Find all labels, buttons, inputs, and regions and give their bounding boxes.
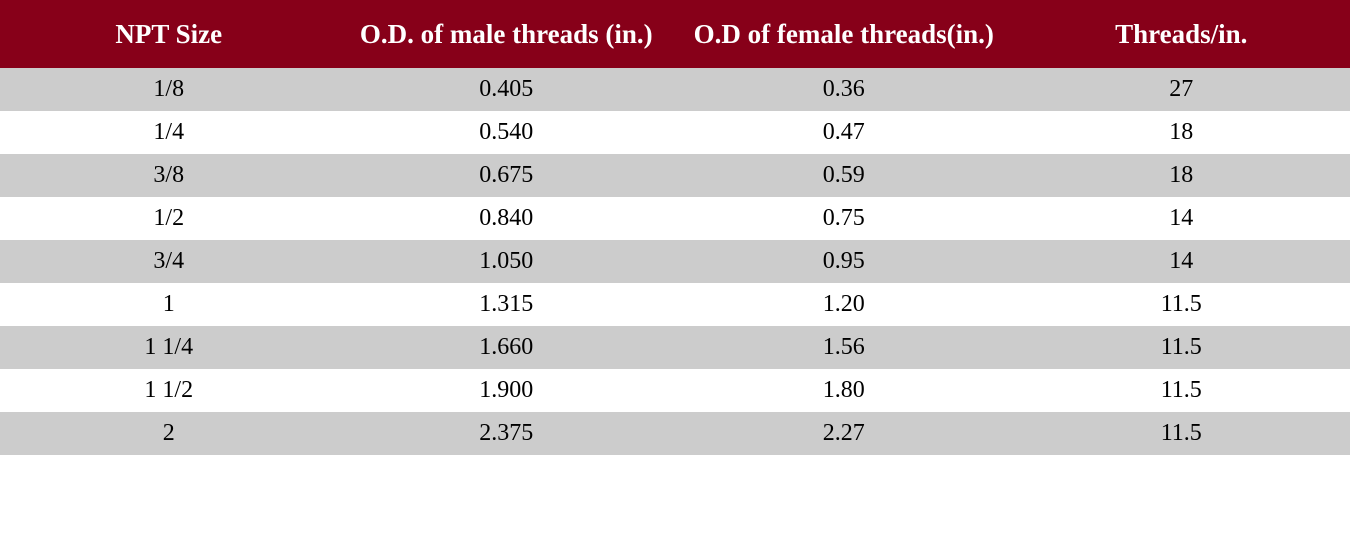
table-row: 3/4 1.050 0.95 14 xyxy=(0,240,1350,283)
table-row: 2 2.375 2.27 11.5 xyxy=(0,412,1350,455)
table-header: NPT Size O.D. of male threads (in.) O.D … xyxy=(0,0,1350,68)
npt-size-table: NPT Size O.D. of male threads (in.) O.D … xyxy=(0,0,1350,455)
cell-npt-size: 1/2 xyxy=(0,197,338,240)
cell-threads: 18 xyxy=(1013,111,1350,154)
cell-od-female: 0.95 xyxy=(675,240,1013,283)
table-row: 1/8 0.405 0.36 27 xyxy=(0,68,1350,111)
cell-threads: 18 xyxy=(1013,154,1350,197)
cell-threads: 27 xyxy=(1013,68,1350,111)
table-row: 1 1.315 1.20 11.5 xyxy=(0,283,1350,326)
cell-od-female: 0.47 xyxy=(675,111,1013,154)
table-row: 1 1/2 1.900 1.80 11.5 xyxy=(0,369,1350,412)
col-header-threads-per-in: Threads/in. xyxy=(1013,0,1350,68)
cell-npt-size: 1 xyxy=(0,283,338,326)
cell-od-female: 1.80 xyxy=(675,369,1013,412)
cell-npt-size: 1/4 xyxy=(0,111,338,154)
col-header-od-female: O.D of female threads(in.) xyxy=(675,0,1013,68)
cell-od-female: 1.20 xyxy=(675,283,1013,326)
cell-od-female: 2.27 xyxy=(675,412,1013,455)
cell-od-male: 0.840 xyxy=(338,197,676,240)
cell-threads: 11.5 xyxy=(1013,283,1350,326)
cell-threads: 14 xyxy=(1013,240,1350,283)
col-header-npt-size: NPT Size xyxy=(0,0,338,68)
cell-npt-size: 3/4 xyxy=(0,240,338,283)
cell-od-male: 1.900 xyxy=(338,369,676,412)
cell-npt-size: 1 1/2 xyxy=(0,369,338,412)
col-header-od-male: O.D. of male threads (in.) xyxy=(338,0,676,68)
cell-npt-size: 1 1/4 xyxy=(0,326,338,369)
cell-od-male: 1.050 xyxy=(338,240,676,283)
cell-npt-size: 2 xyxy=(0,412,338,455)
table-body: 1/8 0.405 0.36 27 1/4 0.540 0.47 18 3/8 … xyxy=(0,68,1350,455)
cell-od-female: 0.59 xyxy=(675,154,1013,197)
cell-threads: 14 xyxy=(1013,197,1350,240)
cell-od-female: 0.75 xyxy=(675,197,1013,240)
table-row: 3/8 0.675 0.59 18 xyxy=(0,154,1350,197)
table-row: 1/4 0.540 0.47 18 xyxy=(0,111,1350,154)
cell-od-female: 1.56 xyxy=(675,326,1013,369)
cell-od-female: 0.36 xyxy=(675,68,1013,111)
table-row: 1 1/4 1.660 1.56 11.5 xyxy=(0,326,1350,369)
cell-od-male: 1.660 xyxy=(338,326,676,369)
table-row: 1/2 0.840 0.75 14 xyxy=(0,197,1350,240)
cell-od-male: 0.405 xyxy=(338,68,676,111)
cell-npt-size: 1/8 xyxy=(0,68,338,111)
cell-od-male: 2.375 xyxy=(338,412,676,455)
cell-threads: 11.5 xyxy=(1013,412,1350,455)
cell-od-male: 0.540 xyxy=(338,111,676,154)
cell-npt-size: 3/8 xyxy=(0,154,338,197)
cell-od-male: 0.675 xyxy=(338,154,676,197)
cell-od-male: 1.315 xyxy=(338,283,676,326)
table-header-row: NPT Size O.D. of male threads (in.) O.D … xyxy=(0,0,1350,68)
cell-threads: 11.5 xyxy=(1013,369,1350,412)
cell-threads: 11.5 xyxy=(1013,326,1350,369)
